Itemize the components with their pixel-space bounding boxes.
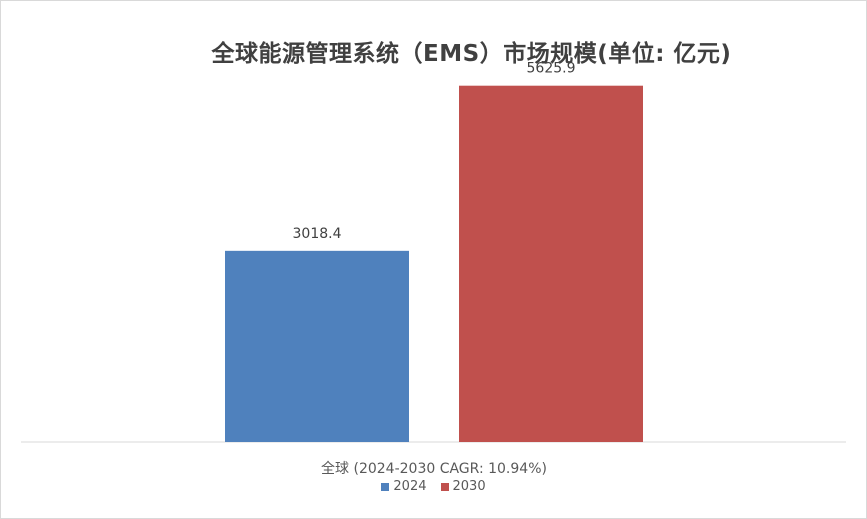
legend-label-2024: 2024 xyxy=(393,479,427,494)
legend: 2024 2030 xyxy=(0,479,867,494)
legend-entry-2030: 2030 xyxy=(440,479,486,494)
chart-title: 全球能源管理系统（EMS）市场规模(单位: 亿元) xyxy=(211,41,732,67)
category-label: 全球 (2024-2030 CAGR: 10.94%) xyxy=(321,460,547,477)
legend-label-2030: 2030 xyxy=(452,479,486,494)
bar-2024 xyxy=(225,250,409,442)
data-label-2030: 5625.9 xyxy=(527,61,576,77)
data-labels-group: 3018.4 5625.9 xyxy=(293,61,576,242)
data-label-2024: 3018.4 xyxy=(293,226,342,242)
legend-entry-2024: 2024 xyxy=(381,479,427,494)
legend-swatch-2024 xyxy=(381,482,390,491)
legend-swatch-2030 xyxy=(440,482,449,491)
bar-2030 xyxy=(459,85,643,443)
bars-group xyxy=(225,85,643,443)
